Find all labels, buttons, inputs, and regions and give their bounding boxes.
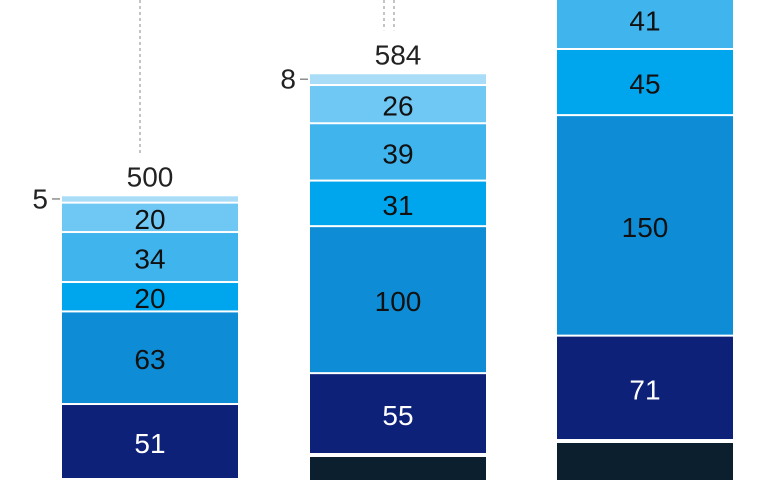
segment-value-label: 63 xyxy=(134,344,165,375)
small-value-label: 8 xyxy=(280,64,296,95)
bar-segment xyxy=(557,336,733,439)
segment-value-label: 100 xyxy=(375,286,422,317)
bar-segment xyxy=(557,116,733,335)
bar-segment-base xyxy=(310,457,486,480)
bar-segment xyxy=(62,405,238,478)
bar-total-label: 500 xyxy=(127,161,174,192)
bar-segment xyxy=(310,74,486,85)
bar-segment xyxy=(557,49,733,115)
bar-segment xyxy=(310,374,486,453)
bar-segment xyxy=(62,196,238,202)
bar-segment xyxy=(310,181,486,226)
bar-segment xyxy=(557,0,733,48)
segment-value-label: 150 xyxy=(622,212,669,243)
bar-segment xyxy=(310,227,486,373)
bar-segment xyxy=(62,312,238,404)
bar-total-label: 584 xyxy=(375,39,422,70)
segment-value-label: 20 xyxy=(134,283,165,314)
segment-value-label: 45 xyxy=(629,69,660,100)
segment-value-label: 20 xyxy=(134,204,165,235)
segment-value-label: 26 xyxy=(382,91,413,122)
segment-value-label: 71 xyxy=(629,374,660,405)
segment-value-label: 31 xyxy=(382,190,413,221)
segment-value-label: 55 xyxy=(382,400,413,431)
bar-segment xyxy=(62,283,238,311)
segment-value-label: 39 xyxy=(382,138,413,169)
segment-value-label: 41 xyxy=(629,5,660,36)
segment-value-label: 34 xyxy=(134,244,165,275)
bar-segment xyxy=(310,86,486,123)
bar-segment xyxy=(62,233,238,282)
bar-segment-base xyxy=(557,443,733,480)
bar-segment xyxy=(62,203,238,232)
small-value-label: 5 xyxy=(32,183,48,214)
bar-segment xyxy=(310,124,486,180)
segment-value-label: 51 xyxy=(134,428,165,459)
